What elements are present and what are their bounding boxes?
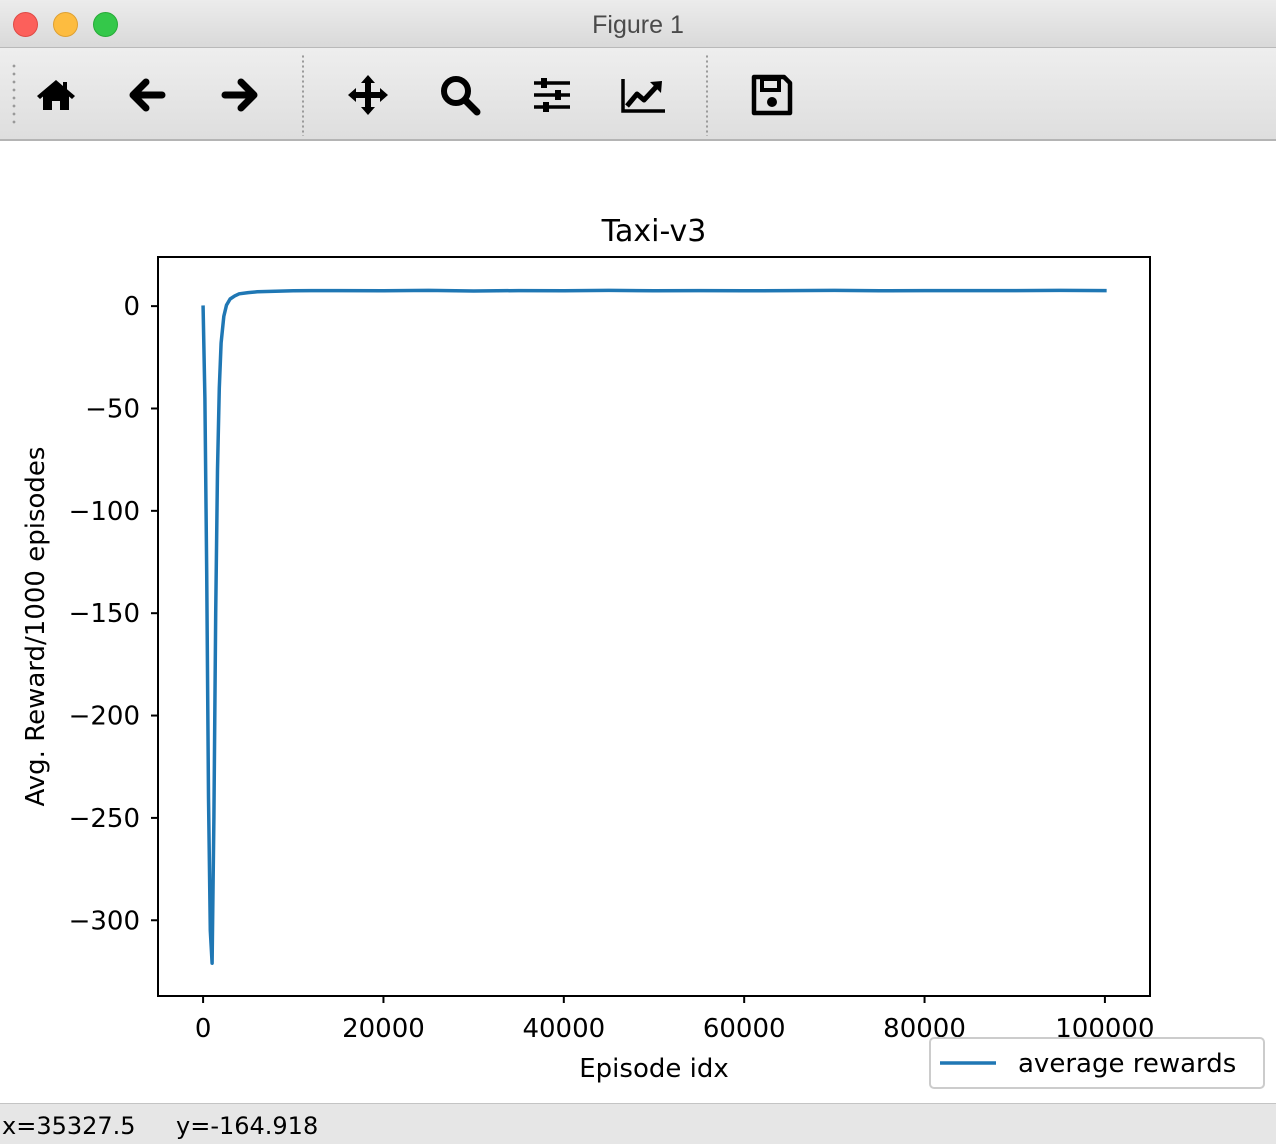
home-icon [37,80,75,110]
x-axis-label: Episode idx [579,1054,729,1084]
forward-button[interactable] [214,70,264,120]
close-window-button[interactable] [13,12,38,37]
y-tick-label: −100 [69,497,140,527]
arrow-left-icon [129,78,166,112]
x-tick-label: 40000 [522,1014,605,1044]
y-tick-label: −150 [69,599,140,629]
toolbar-separator [706,54,708,136]
y-axis-label: Avg. Reward/1000 episodes [21,447,51,807]
y-tick-label: −50 [85,394,140,424]
pan-button[interactable] [343,70,393,120]
edit-axis-button[interactable] [618,70,668,120]
window-title: Figure 1 [592,11,684,39]
sliders-icon [534,78,570,112]
x-tick-label: 60000 [703,1014,786,1044]
chart-title: Taxi-v3 [601,214,707,249]
y-tick-label: 0 [123,292,140,322]
legend-box [929,1037,1265,1089]
figure-canvas[interactable]: Taxi-v3 0 20000 40000 60000 80000 100000 0 −50 −1… [0,141,1276,1103]
legend-label: average rewards [1018,1049,1236,1079]
arrow-right-icon [221,78,258,112]
toolbar-grip[interactable] [12,62,16,128]
y-tick-label: −300 [69,906,140,936]
configure-subplots-button[interactable] [527,70,577,120]
x-tick-label: 20000 [342,1014,425,1044]
maximize-window-button[interactable] [93,12,118,37]
floppy-disk-icon [751,74,793,116]
home-button[interactable] [31,70,81,120]
zoom-button[interactable] [435,70,485,120]
toolbar-separator [302,54,304,136]
magnifier-icon [441,76,481,116]
cursor-x-readout: x=35327.5 [2,1112,136,1140]
line-chart-icon [621,79,665,113]
back-button[interactable] [123,70,173,120]
y-tick-label: −250 [69,804,140,834]
navigation-toolbar [0,48,1276,141]
window-titlebar: Figure 1 [0,0,1276,48]
y-tick-label: −200 [69,702,140,732]
move-icon [348,75,388,115]
axes-frame [157,256,1151,997]
x-tick-label: 0 [195,1014,212,1044]
minimize-window-button[interactable] [53,12,78,37]
chart: Taxi-v30 20000 40000 60000 80000 1000000−50−1… [21,214,1265,1089]
cursor-y-readout: y=-164.918 [176,1112,319,1140]
save-button[interactable] [747,70,797,120]
series-line-0 [201,288,1107,965]
status-bar: x=35327.5 y=-164.918 [0,1103,1276,1144]
